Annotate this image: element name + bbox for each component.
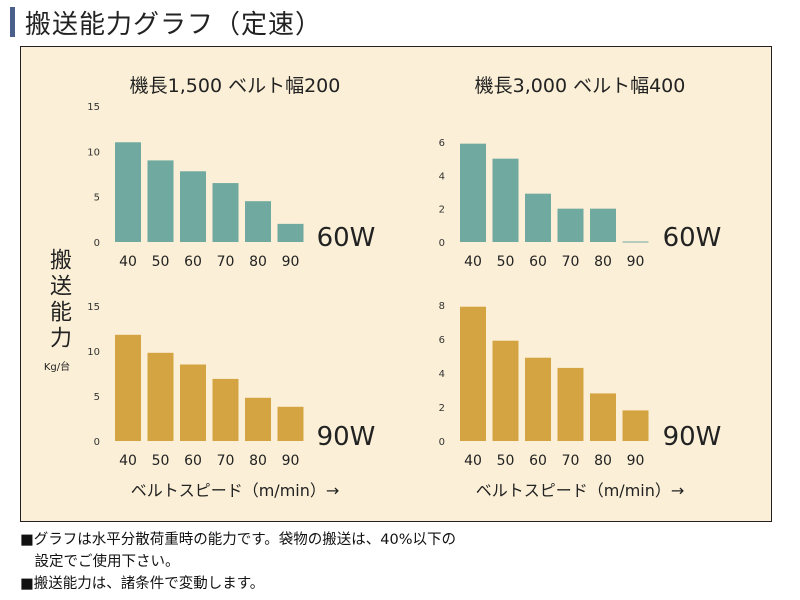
bar [180, 171, 206, 242]
x-tick-label: 90 [627, 254, 645, 270]
x-tick-label: 80 [249, 453, 267, 469]
x-tick-label: 60 [184, 254, 202, 270]
bar [147, 352, 174, 441]
bar [212, 378, 239, 441]
y-axis-unit: Kg/台 [43, 362, 71, 373]
x-tick-label: 70 [217, 254, 235, 270]
bar [590, 393, 616, 441]
y-tick-label: 10 [87, 147, 100, 158]
x-tick-label: 50 [152, 254, 170, 270]
y-tick-label: 4 [439, 171, 445, 182]
x-tick-label: 90 [282, 453, 300, 469]
bar [460, 143, 486, 242]
chart-2-wattage-label: 60W [663, 223, 722, 253]
y-tick-label: 8 [439, 301, 445, 312]
x-tick-label: 70 [562, 254, 580, 270]
y-tick-label: 10 [87, 347, 100, 358]
y-axis-label: 搬送能力 Kg/台 [42, 248, 72, 373]
x-tick-label: 70 [562, 453, 580, 469]
bar [277, 223, 304, 242]
note-line-3: ■搬送能力は、諸条件で変動します。 [20, 576, 265, 592]
bar [622, 410, 649, 441]
x-tick-label: 40 [464, 254, 482, 270]
x-tick-label: 50 [497, 453, 515, 469]
title-accent-bar [10, 7, 15, 37]
page-title: 搬送能力グラフ（定速） [25, 9, 323, 40]
chart-1-title: 機長1,500 ベルト幅200 [130, 75, 341, 97]
bar [525, 357, 551, 441]
y-tick-label: 2 [439, 205, 445, 216]
x-tick-label: 70 [217, 453, 235, 469]
bar [147, 160, 174, 242]
x-tick-label: 40 [119, 453, 137, 469]
bar [115, 334, 141, 441]
y-tick-label: 4 [439, 369, 445, 380]
y-tick-label: 6 [439, 335, 445, 346]
x-tick-label: 40 [464, 453, 482, 469]
x-tick-label: 80 [249, 254, 267, 270]
x-tick-label: 60 [529, 453, 547, 469]
y-tick-label: 15 [87, 302, 100, 313]
x-tick-label: 60 [529, 254, 547, 270]
bar [557, 208, 584, 242]
bar [525, 193, 551, 242]
bar [180, 364, 206, 441]
title-area: 搬送能力グラフ（定速） [10, 4, 322, 40]
y-tick-label: 2 [439, 403, 445, 414]
chart-3-wattage-label: 90W [317, 422, 376, 452]
note-line-2: 設定でご使用下さい。 [20, 554, 180, 570]
bar [277, 406, 304, 441]
note-line-1: ■グラフは水平分散荷重時の能力です。袋物の搬送は、40%以下の [20, 532, 456, 548]
y-tick-label: 0 [94, 238, 100, 249]
chart-panel [20, 46, 772, 522]
x-tick-label: 50 [497, 254, 515, 270]
bar [245, 397, 271, 441]
y-tick-label: 0 [94, 437, 100, 448]
x-tick-label: 60 [184, 453, 202, 469]
bar [212, 183, 239, 242]
bar [460, 306, 486, 441]
chart-2-title: 機長3,000 ベルト幅400 [475, 75, 686, 97]
bar [492, 158, 519, 242]
y-tick-label: 0 [439, 437, 445, 448]
bar [115, 142, 141, 242]
y-tick-label: 6 [439, 138, 445, 149]
x-tick-label: 90 [282, 254, 300, 270]
x-axis-label: ベルトスピード（m/min）→ [131, 481, 340, 500]
y-axis-title: 搬送能力 [46, 248, 71, 352]
bar [557, 367, 584, 441]
y-tick-label: 5 [94, 193, 100, 204]
y-tick-label: 15 [87, 102, 100, 113]
x-axis-label: ベルトスピード（m/min）→ [476, 481, 685, 500]
y-tick-label: 5 [94, 392, 100, 403]
chart-1-wattage-label: 60W [317, 223, 376, 253]
bar [492, 340, 519, 441]
x-tick-label: 50 [152, 453, 170, 469]
y-tick-label: 0 [439, 238, 445, 249]
bar [590, 208, 616, 242]
footnotes: ■グラフは水平分散荷重時の能力です。袋物の搬送は、40%以下の 設定でご使用下さ… [20, 529, 456, 595]
x-tick-label: 80 [594, 254, 612, 270]
bar [245, 201, 271, 242]
x-tick-label: 80 [594, 453, 612, 469]
x-tick-label: 40 [119, 254, 137, 270]
chart-4-wattage-label: 90W [663, 422, 722, 452]
x-tick-label: 90 [627, 453, 645, 469]
